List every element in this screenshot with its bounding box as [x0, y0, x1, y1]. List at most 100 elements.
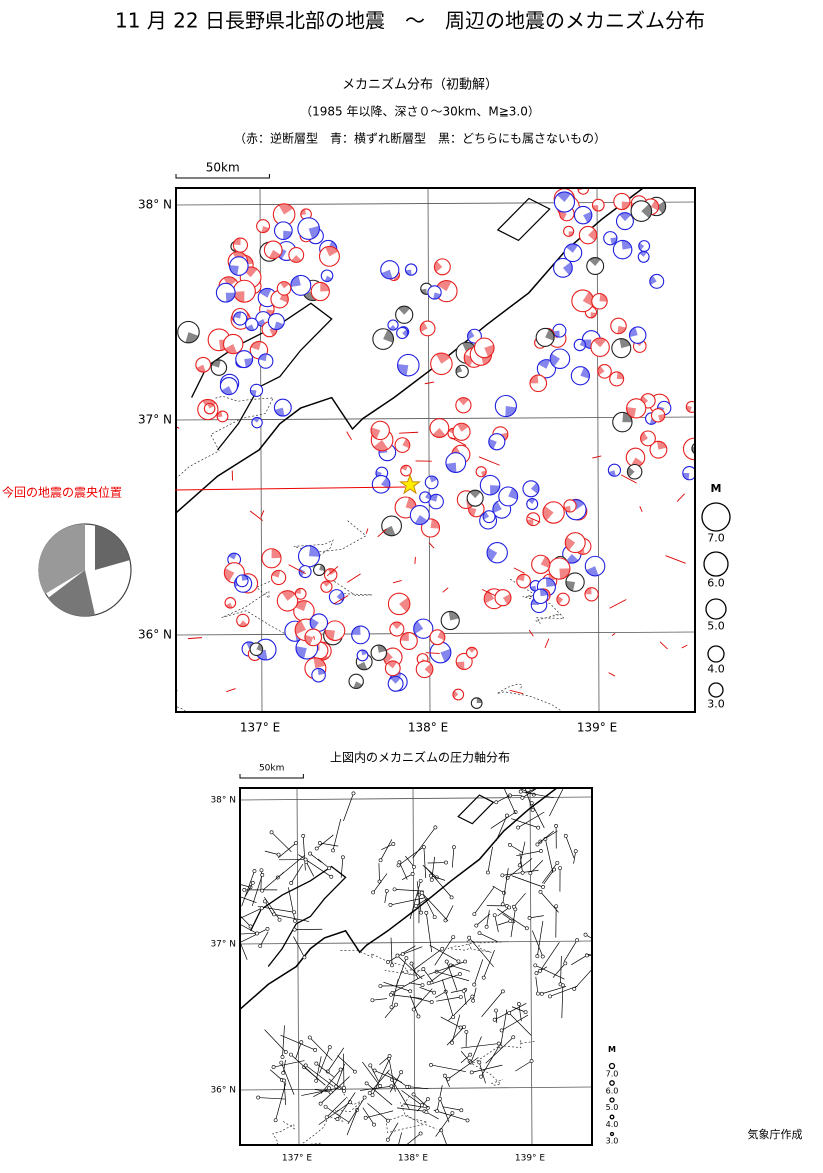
focal-mechanism-quadrant — [588, 228, 597, 241]
pressure-axis-dot — [456, 959, 461, 964]
pressure-axis — [413, 948, 443, 971]
pressure-axis-dot — [260, 888, 265, 893]
focal-mechanism-quadrant — [397, 364, 409, 376]
focal-mechanism-quadrant — [562, 262, 573, 275]
focal-mechanism-quadrant — [268, 249, 281, 259]
focal-mechanism-quadrant — [430, 519, 440, 529]
pressure-axis-dot — [331, 848, 335, 853]
pressure-axis-dot — [418, 878, 423, 883]
focal-mechanism-quadrant — [295, 646, 307, 659]
focal-mechanism-quadrant — [564, 505, 571, 512]
focal-mechanism-quadrant — [529, 375, 539, 384]
pressure-axis-dot — [308, 851, 312, 856]
focal-mechanism-quadrant — [310, 618, 319, 630]
pressure-axis-dot — [529, 1059, 534, 1063]
pressure-axis-dot — [444, 959, 449, 964]
focal-mechanism-quadrant — [317, 668, 326, 676]
active-fault — [377, 528, 387, 538]
pressure-axis-dot — [411, 1007, 416, 1012]
pressure-axis — [309, 1037, 333, 1061]
pressure-axis — [440, 1016, 461, 1028]
focal-mechanism-quadrant — [433, 292, 441, 300]
focal-mechanism-quadrant — [593, 338, 607, 348]
prefecture-border — [385, 1095, 437, 1134]
focal-mechanism-quadrant — [225, 602, 233, 609]
grid-line — [412, 788, 416, 1145]
pressure-axis-dot — [341, 855, 345, 860]
prefecture-border — [176, 686, 187, 712]
pressure-axis — [411, 963, 419, 979]
pressure-axis — [401, 873, 413, 881]
pressure-axis — [378, 863, 380, 882]
pressure-axis-dot — [534, 971, 539, 976]
magnitude-legend-label: 5.0 — [707, 620, 725, 633]
focal-mechanism-quadrant — [686, 405, 692, 413]
focal-mechanism-quadrant — [244, 358, 253, 368]
pressure-axis-dot — [368, 1063, 373, 1068]
pressure-axis — [283, 1080, 287, 1106]
pressure-axis — [494, 915, 499, 933]
pressure-axis — [240, 932, 258, 935]
pressure-axis-dot — [520, 870, 525, 875]
focal-mechanism-quadrant — [280, 281, 290, 289]
focal-mechanism-quadrant — [517, 574, 525, 582]
pressure-axis — [318, 1101, 351, 1125]
map-subtitle: （1985 年以降、深さ０～30km、M≧3.0） — [300, 105, 540, 119]
pressure-axis — [487, 846, 493, 873]
pressure-axis — [497, 920, 511, 926]
focal-mechanism-quadrant — [319, 564, 325, 572]
focal-mechanism-quadrant — [432, 428, 446, 438]
focal-mechanism-quadrant — [565, 580, 576, 592]
pressure-axis-dot — [412, 864, 416, 869]
focal-mechanism-quadrant — [295, 588, 301, 594]
color-note: （赤：逆断層型 青：横ずれ断層型 黒：どちらにも属さないもの） — [234, 131, 606, 146]
focal-mechanism-quadrant — [360, 650, 368, 656]
pressure-axis-dot — [471, 998, 476, 1003]
pressure-axis-dot — [363, 1115, 368, 1120]
pressure-axis-dot — [289, 881, 294, 885]
focal-mechanism-quadrant — [429, 494, 438, 502]
focal-mechanism-quadrant — [469, 490, 481, 499]
lon-label: 139° E — [515, 1154, 546, 1164]
active-fault — [288, 564, 306, 575]
focal-mechanism-quadrant — [468, 507, 477, 517]
pressure-axis — [518, 1003, 522, 1022]
focal-mechanism-quadrant — [640, 432, 648, 443]
pressure-axis-dot — [450, 1111, 455, 1116]
pressure-axis-dot — [418, 1131, 423, 1136]
pressure-axis-dot — [323, 1104, 328, 1109]
pressure-axis — [264, 901, 274, 917]
pressure-axis — [366, 1083, 393, 1106]
focal-mechanism-quadrant — [371, 427, 381, 439]
pressure-axis-dot — [496, 1041, 501, 1046]
focal-mechanism-quadrant — [448, 611, 460, 621]
pressure-axis — [258, 1097, 286, 1100]
pressure-axis-dot — [494, 800, 499, 805]
pressure-axis-dot — [399, 1070, 404, 1075]
pressure-axis-dot — [492, 913, 497, 918]
pressure-axis — [471, 1064, 503, 1073]
grid-line — [296, 788, 300, 1145]
pressure-axis — [301, 1087, 340, 1096]
pressure-axis — [316, 1063, 335, 1078]
pressure-axis — [494, 1002, 527, 1021]
pressure-axis — [367, 1103, 389, 1121]
focal-mechanism-quadrant — [398, 306, 411, 315]
pressure-axis-dot — [400, 952, 405, 957]
pressure-axis-dot — [540, 954, 545, 959]
focal-mechanism-quadrant — [462, 342, 476, 353]
pressure-axis-dot — [327, 1045, 332, 1050]
focal-mechanism-quadrant — [528, 498, 536, 504]
pressure-axis — [402, 946, 423, 955]
pressure-axis — [439, 1098, 450, 1123]
pressure-axis-dot — [440, 946, 445, 951]
pressure-axis-dot — [410, 872, 415, 876]
pressure-axis-dot — [498, 1044, 503, 1049]
pressure-axis-dot — [613, 958, 616, 961]
pressure-axis-dot — [606, 962, 609, 965]
active-fault — [365, 528, 369, 534]
focal-mechanism-quadrant — [424, 663, 433, 675]
pressure-axis-dot — [425, 1106, 430, 1110]
focal-mechanism-quadrant — [246, 324, 255, 331]
pressure-axis-dot — [273, 1118, 278, 1123]
